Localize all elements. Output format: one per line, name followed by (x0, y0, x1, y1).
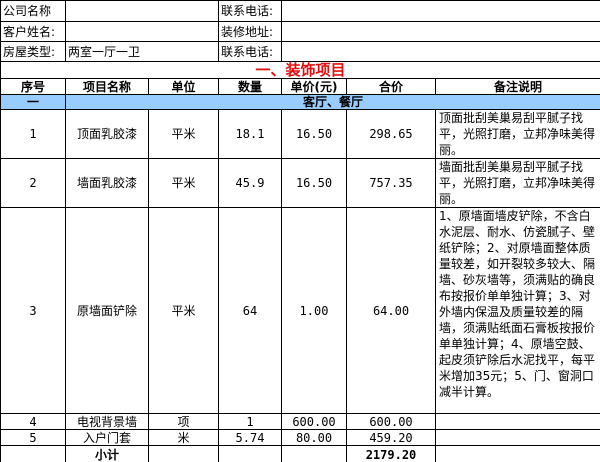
info-label: 房屋类型: (0, 41, 66, 62)
empty-cell (218, 445, 282, 462)
section-name: 客厅、餐厅 (64, 94, 600, 110)
row-number: 5 (0, 429, 66, 446)
unit-price: 600.00 (281, 413, 347, 430)
item-name: 入户门套 (65, 429, 149, 446)
table-row: 4 电视背景墙项 1 600.00 600.00 (0, 413, 600, 430)
info-label-2: 联系电话: (218, 0, 282, 22)
unit: 平米 (148, 207, 219, 414)
note: 墙面批刮美巢易刮平腻子找平，光照打磨，立邦净味美得丽。 (434, 158, 600, 208)
row-number: 3 (0, 207, 66, 414)
row-number: 1 (0, 109, 66, 159)
column-header: 项目名称 (65, 78, 149, 95)
total-price: 600.00 (346, 413, 436, 430)
info-value[interactable] (65, 0, 219, 22)
section-number: 一 (0, 94, 66, 110)
section-row: 一客厅、餐厅 (0, 94, 600, 110)
row-number: 4 (0, 413, 66, 430)
info-label-2: 联系电话: (218, 41, 282, 62)
table-row: 1 顶面乳胶漆 平米 18.1 16.50 298.65 顶面批刮美巢易刮平腻子找平，光照打… (0, 109, 600, 159)
info-value[interactable] (65, 21, 219, 42)
unit: 平米 (148, 158, 219, 208)
info-value-2[interactable] (280, 0, 600, 22)
column-header: 合价 (346, 78, 436, 95)
unit-price: 16.50 (281, 109, 347, 159)
info-row: 客户姓名: 装修地址: (0, 21, 600, 42)
unit-price: 16.50 (281, 158, 347, 208)
unit-price: 80.00 (281, 429, 347, 446)
quantity: 18.1 (218, 109, 282, 159)
column-header: 备注说明 (434, 78, 600, 95)
quantity: 64 (218, 207, 282, 414)
info-row: 公司名称 联系电话: (0, 0, 600, 22)
unit-price: 1.00 (281, 207, 347, 414)
total-price: 64.00 (346, 207, 436, 414)
section-title: 一、装饰项目 (0, 61, 600, 79)
total-price: 459.20 (346, 429, 436, 446)
info-value[interactable]: 两室一厅一卫 (65, 41, 219, 62)
subtotal-label: 小计 (65, 445, 149, 462)
item-name: 墙面乳胶漆 (65, 158, 149, 208)
column-header: 数量 (218, 78, 282, 95)
note (434, 413, 600, 430)
row-number: 2 (0, 158, 66, 208)
unit: 平米 (148, 109, 219, 159)
quantity: 1 (218, 413, 282, 430)
info-row: 房屋类型: 两室一厅一卫 联系电话: (0, 41, 600, 62)
title-row: 一、装饰项目 (0, 61, 600, 79)
unit: 米 (148, 429, 219, 446)
info-value-2[interactable] (280, 41, 600, 62)
subtotal-total: 2179.20 (346, 445, 436, 462)
unit: 项 (148, 413, 219, 430)
column-header: 序号 (0, 78, 66, 95)
note (434, 429, 600, 446)
info-value-2[interactable] (280, 21, 600, 42)
column-header: 单位 (148, 78, 219, 95)
quantity: 5.74 (218, 429, 282, 446)
item-name: 电视背景墙 (65, 413, 149, 430)
note: 顶面批刮美巢易刮平腻子找平，光照打磨，立邦净味美得丽。 (434, 109, 600, 159)
note: 1、原墙面墙皮铲除，不含白水泥层、耐水、仿瓷腻子、壁纸铲除；2、对原墙面整体质量… (434, 207, 600, 414)
empty-cell (148, 445, 219, 462)
total-price: 757.35 (346, 158, 436, 208)
table-row: 2 墙面乳胶漆 平米 45.9 16.50 757.35 墙面批刮美巢易刮平腻子找平，光照打… (0, 158, 600, 208)
subtotal-row: 小计 2179.20 (0, 445, 600, 462)
item-name: 原墙面铲除 (65, 207, 149, 414)
info-label: 公司名称 (0, 0, 66, 22)
table-row: 5 入户门套米 5.74 80.00 459.20 (0, 429, 600, 446)
empty-cell (0, 445, 66, 462)
info-label-2: 装修地址: (218, 21, 282, 42)
total-price: 298.65 (346, 109, 436, 159)
empty-cell (281, 445, 347, 462)
info-label: 客户姓名: (0, 21, 66, 42)
header-row: 序号 项目名称 单位 数量 单价(元) 合价 备注说明 (0, 78, 600, 95)
empty-cell (434, 445, 600, 462)
quantity: 45.9 (218, 158, 282, 208)
column-header: 单价(元) (281, 78, 347, 95)
table-row: 3 原墙面铲除 平米 64 1.00 64.00 1、原墙面墙皮铲除，不含白水泥层、耐水、仿… (0, 207, 600, 414)
item-name: 顶面乳胶漆 (65, 109, 149, 159)
